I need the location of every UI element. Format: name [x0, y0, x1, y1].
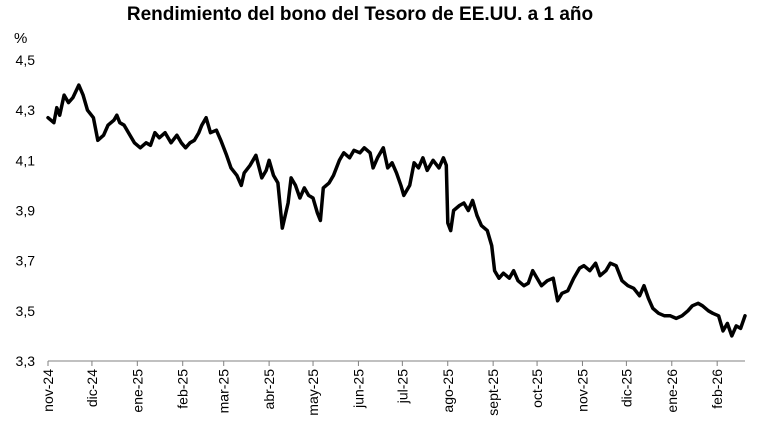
x-tick-label: sept-25: [485, 369, 501, 416]
x-tick-label: mar-25: [216, 369, 232, 414]
x-tick-label: dic-24: [84, 369, 100, 407]
x-tick-label: jun-25: [350, 369, 366, 409]
y-tick-label: 4,1: [16, 152, 36, 168]
series-line: [46, 83, 747, 338]
y-tick-label: 4,5: [16, 52, 36, 68]
y-tick-label: 4,3: [16, 102, 36, 118]
x-tick-label: may-25: [305, 369, 321, 416]
x-tick-label: feb-25: [175, 369, 191, 409]
y-tick-label: 3,7: [16, 253, 36, 269]
y-tick-label: 3,5: [16, 303, 36, 319]
x-axis: nov-24 dic-24 ene-25 feb-25 mar-25 abr-25 may-…: [40, 360, 745, 416]
y-tick-label: 3,3: [16, 353, 36, 369]
chart-title: Rendimiento del bono del Tesoro de EE.UU…: [126, 4, 594, 25]
x-tick-label: oct-25: [529, 369, 545, 408]
x-tick-label: dic-25: [618, 369, 634, 407]
x-tick-label: ene-26: [664, 369, 680, 413]
x-tick-label: nov-24: [40, 369, 56, 412]
x-tick-label: feb-26: [709, 369, 725, 409]
y-axis: 4,5 4,3 4,1 3,9 3,7 3,5 3,3: [16, 52, 36, 369]
x-tick-label: abr-25: [261, 369, 277, 410]
y-tick-label: 3,9: [16, 203, 36, 219]
x-tick-label: jul-25: [394, 369, 410, 404]
x-tick-label: ene-25: [129, 369, 145, 413]
x-tick-label: ago-25: [440, 369, 456, 413]
x-tick-label: nov-25: [574, 369, 590, 412]
series-group: [46, 83, 747, 338]
y-axis-unit-label: %: [14, 30, 28, 47]
